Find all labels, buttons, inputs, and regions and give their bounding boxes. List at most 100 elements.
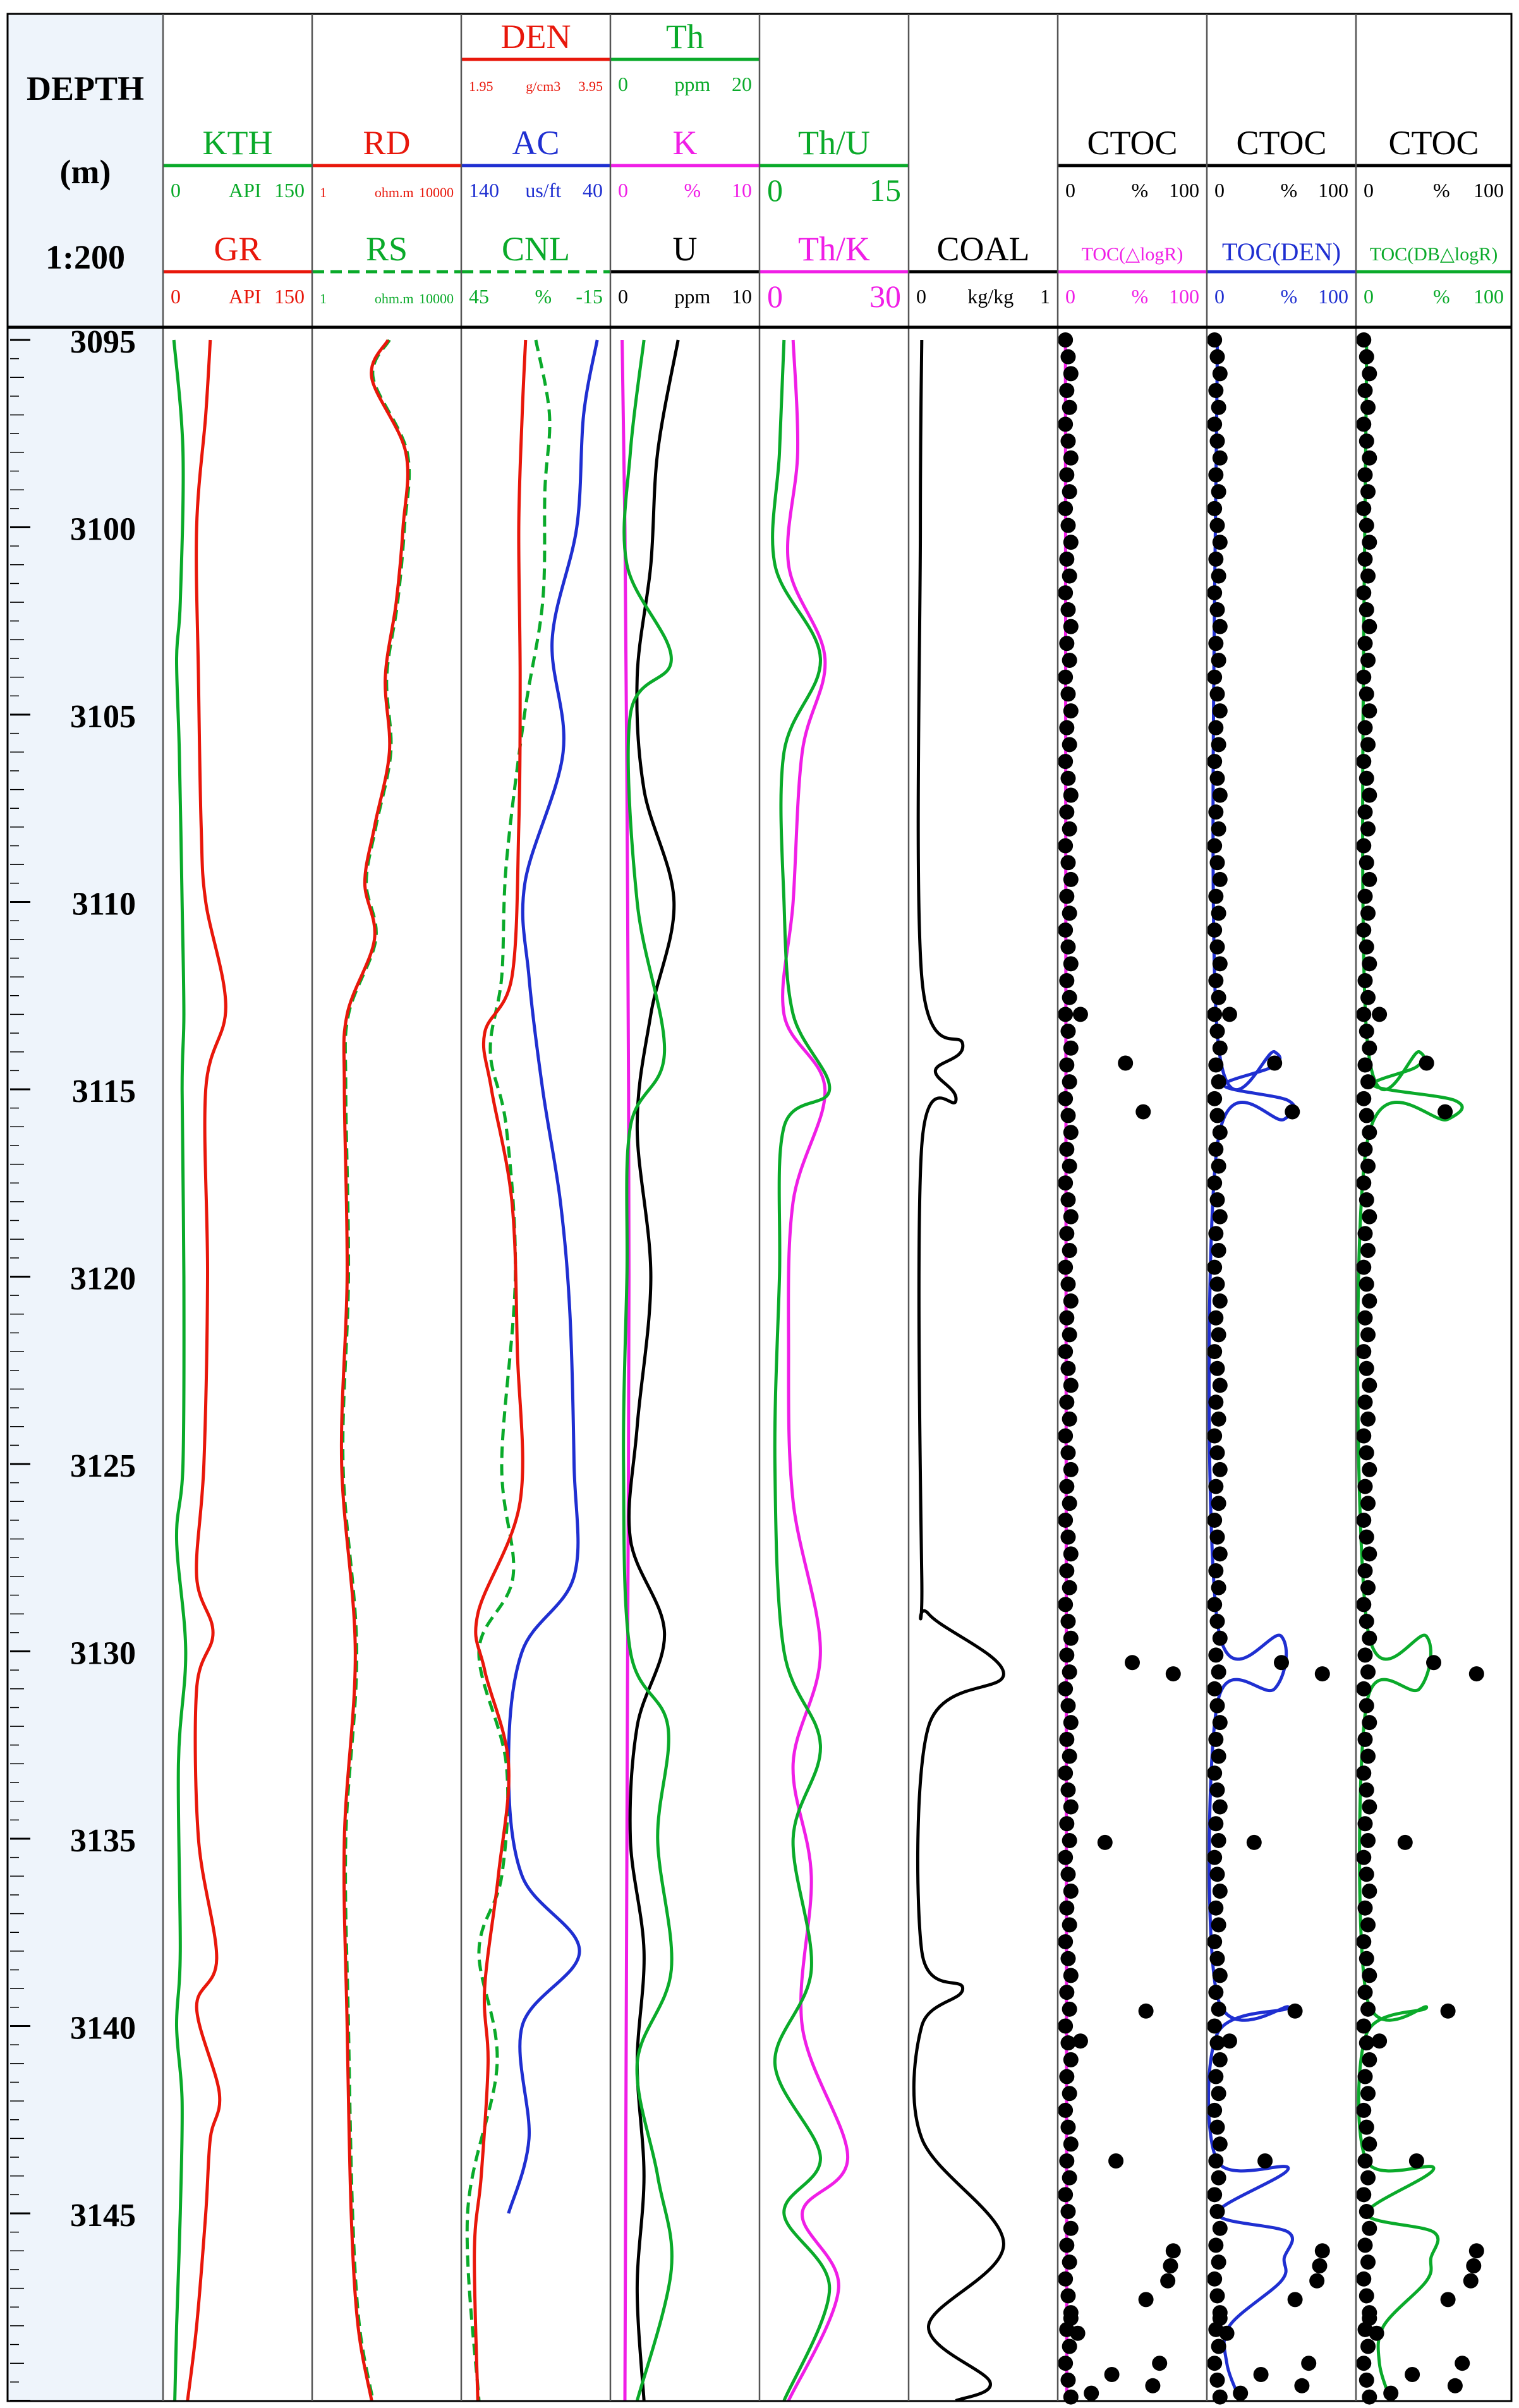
ctoc-point — [1211, 989, 1226, 1005]
ctoc-point — [1362, 1546, 1377, 1562]
ctoc-point — [1209, 1445, 1225, 1461]
ctoc-point — [1359, 1867, 1374, 1882]
ctoc-point — [1356, 1765, 1372, 1781]
ctoc-point — [1359, 349, 1374, 365]
track-ac-scale-unit: us/ft — [525, 179, 561, 202]
track-rs-scale-min: 1 — [320, 291, 327, 306]
ctoc-point — [1059, 888, 1075, 904]
ctoc-point — [1060, 2035, 1076, 2051]
ctoc-point — [1063, 1461, 1079, 1477]
ctoc-point — [1058, 1765, 1074, 1781]
ctoc-point — [1357, 973, 1373, 989]
ctoc-point — [1369, 2325, 1384, 2341]
ctoc-point — [1209, 855, 1225, 871]
ctoc-point — [1357, 2153, 1373, 2169]
ctoc-point — [1356, 838, 1372, 854]
ctoc-point — [1208, 1563, 1224, 1579]
ctoc-point — [1058, 2187, 1074, 2203]
ctoc-point — [1357, 804, 1373, 820]
ctoc-point — [1357, 2237, 1373, 2253]
curve-coal — [912, 339, 1005, 2402]
ctoc-point — [1058, 332, 1074, 348]
ctoc-point — [1359, 1782, 1374, 1798]
ctoc-point — [1058, 1259, 1074, 1275]
ctoc-point — [1058, 754, 1074, 770]
ctoc-point — [1437, 1104, 1453, 1120]
depth-axis: DEPTH (m) 1:200 3095 3100 3105 3110 3115 3120… — [10, 70, 144, 2402]
ctoc-point — [1362, 2389, 1377, 2405]
track-rs-scale-unit: ohm.m — [375, 291, 414, 306]
ctoc-point — [1058, 1091, 1074, 1106]
ctoc-point — [1063, 787, 1079, 803]
ctoc-point — [1356, 1344, 1372, 1360]
ctoc-point — [1058, 922, 1074, 938]
ctoc-point — [1360, 1074, 1376, 1090]
ctoc-point — [1357, 636, 1373, 651]
ctoc-point — [1207, 2102, 1223, 2118]
ctoc-point — [1440, 2292, 1456, 2308]
track-ctoc-scale-min: 0 — [1364, 179, 1374, 202]
ctoc-point — [1059, 1226, 1075, 1242]
ctoc-point — [1211, 1748, 1226, 1764]
curve-th — [622, 339, 674, 2402]
ctoc-point — [1118, 1055, 1134, 1071]
ctoc-point — [1060, 1108, 1076, 1123]
ctoc-point — [1059, 720, 1075, 735]
ctoc-point — [1362, 2311, 1377, 2326]
ctoc-point — [1312, 2258, 1328, 2274]
track-th-u-scale-min: 0 — [767, 172, 783, 208]
ctoc-point — [1211, 905, 1226, 921]
ctoc-point — [1359, 1192, 1374, 1207]
ctoc-point — [1060, 349, 1076, 365]
ctoc-point — [1360, 1496, 1376, 1511]
ctoc-point — [1063, 1040, 1079, 1056]
ctoc-point — [1359, 2204, 1374, 2220]
ctoc-point — [1362, 2136, 1377, 2152]
ctoc-point — [1211, 1074, 1226, 1090]
ctoc-point — [1063, 1209, 1079, 1225]
track-rd-scale-unit: ohm.m — [375, 185, 414, 200]
track-th-u-scale-max: 15 — [869, 172, 901, 208]
ctoc-point — [1362, 703, 1377, 719]
ctoc-point — [1362, 619, 1377, 634]
ctoc-point — [1072, 2033, 1088, 2049]
track-coal-scale-min: 0 — [916, 285, 926, 308]
ctoc-point — [1360, 2086, 1376, 2102]
ctoc-point — [1356, 500, 1372, 516]
track-coal-title: COAL — [937, 230, 1030, 268]
ctoc-point — [1209, 433, 1225, 449]
ctoc-point — [1362, 1040, 1377, 1056]
ctoc-point — [1356, 416, 1372, 432]
ctoc-point — [1362, 1968, 1377, 1983]
track-th-title: Th — [666, 18, 704, 56]
ctoc-point — [1360, 1327, 1376, 1343]
ctoc-point — [1062, 484, 1077, 500]
ctoc-point — [1209, 2119, 1225, 2135]
depth-tick-label: 3145 — [70, 2198, 136, 2234]
ctoc-point — [1059, 636, 1075, 651]
ctoc-point — [1360, 399, 1376, 415]
ctoc-point — [1208, 720, 1224, 735]
ctoc-point — [1314, 2243, 1330, 2259]
curve-th-k — [781, 339, 850, 2402]
ctoc-point — [1356, 1597, 1372, 1612]
ctoc-point — [1357, 551, 1373, 567]
ctoc-point — [1356, 1007, 1372, 1022]
ctoc-point — [1208, 1816, 1224, 1832]
ctoc-point — [1359, 1024, 1374, 1039]
ctoc-point — [1356, 1681, 1372, 1697]
ctoc-point — [1060, 1445, 1076, 1461]
ctoc-point — [1059, 1563, 1075, 1579]
curve-den — [473, 339, 528, 2401]
ctoc-point — [1059, 1057, 1075, 1073]
ctoc-point — [1362, 1125, 1377, 1140]
track-cnl-scale-unit: % — [535, 285, 552, 308]
track-ctoc-scale-max: 100 — [1474, 179, 1504, 202]
ctoc-point — [1060, 602, 1076, 617]
ctoc-point — [1362, 1209, 1377, 1225]
track-toc-den-scale-unit: % — [1280, 285, 1297, 308]
ctoc-point — [1356, 669, 1372, 685]
ctoc-point — [1209, 1867, 1225, 1882]
curve-k — [620, 339, 631, 2401]
ctoc-point — [1207, 1512, 1223, 1528]
